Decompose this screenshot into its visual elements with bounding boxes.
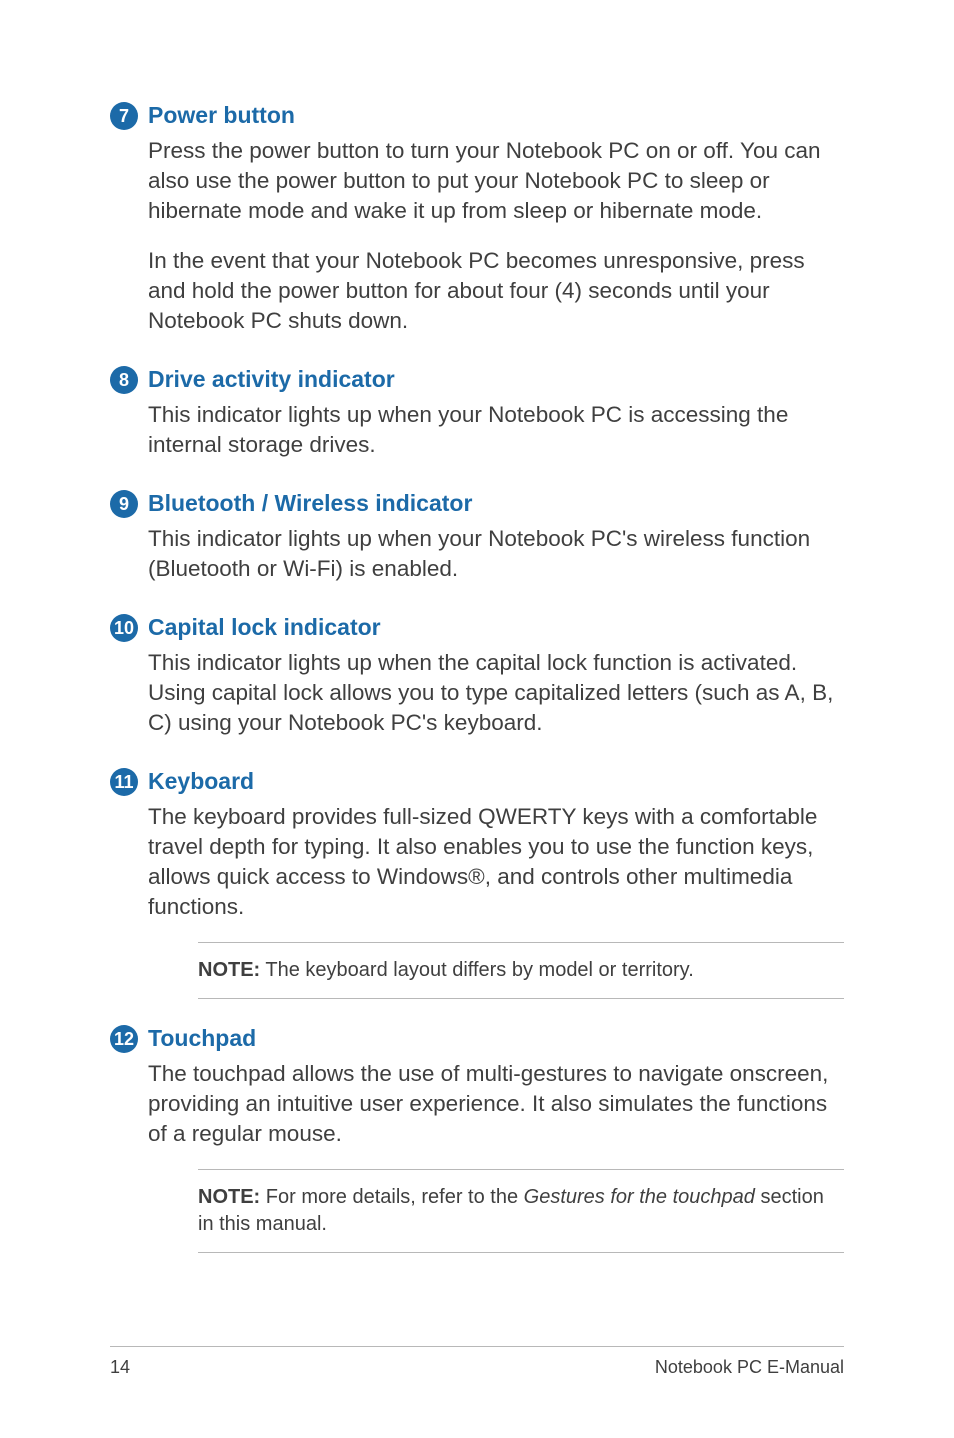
- section-body: Bluetooth / Wireless indicator This indi…: [148, 488, 844, 604]
- callout-badge-7: 7: [110, 102, 138, 130]
- section-title: Drive activity indicator: [148, 364, 844, 394]
- section-title: Capital lock indicator: [148, 612, 844, 642]
- section-body: Keyboard The keyboard provides full-size…: [148, 766, 844, 1015]
- section-body: Drive activity indicator This indicator …: [148, 364, 844, 480]
- section-paragraph: This indicator lights up when the capita…: [148, 648, 844, 738]
- section-title: Bluetooth / Wireless indicator: [148, 488, 844, 518]
- callout-badge-8: 8: [110, 366, 138, 394]
- note-text: The keyboard layout differs by model or …: [260, 959, 694, 981]
- note-label: NOTE:: [198, 959, 260, 981]
- section-title: Power button: [148, 100, 844, 130]
- section-power-button: 7 Power button Press the power button to…: [110, 100, 844, 356]
- section-title: Touchpad: [148, 1023, 844, 1053]
- section-paragraph: In the event that your Notebook PC becom…: [148, 246, 844, 336]
- note-text-pre: For more details, refer to the: [260, 1186, 523, 1208]
- callout-badge-11: 11: [110, 768, 138, 796]
- manual-page: 7 Power button Press the power button to…: [0, 0, 954, 1337]
- callout-badge-10: 10: [110, 614, 138, 642]
- doc-title: Notebook PC E-Manual: [655, 1357, 844, 1378]
- section-body: Power button Press the power button to t…: [148, 100, 844, 356]
- section-paragraph: The touchpad allows the use of multi-ges…: [148, 1059, 844, 1149]
- section-capital-lock: 10 Capital lock indicator This indicator…: [110, 612, 844, 758]
- section-body: Capital lock indicator This indicator li…: [148, 612, 844, 758]
- section-touchpad: 12 Touchpad The touchpad allows the use …: [110, 1023, 844, 1269]
- page-footer: 14 Notebook PC E-Manual: [110, 1346, 844, 1378]
- note-label: NOTE:: [198, 1186, 260, 1208]
- note-box: NOTE: For more details, refer to the Ges…: [198, 1169, 844, 1253]
- callout-badge-12: 12: [110, 1025, 138, 1053]
- section-drive-activity: 8 Drive activity indicator This indicato…: [110, 364, 844, 480]
- callout-badge-9: 9: [110, 490, 138, 518]
- page-number: 14: [110, 1357, 130, 1378]
- section-keyboard: 11 Keyboard The keyboard provides full-s…: [110, 766, 844, 1015]
- section-paragraph: Press the power button to turn your Note…: [148, 136, 844, 226]
- note-box: NOTE: The keyboard layout differs by mod…: [198, 942, 844, 999]
- section-paragraph: This indicator lights up when your Noteb…: [148, 400, 844, 460]
- section-paragraph: The keyboard provides full-sized QWERTY …: [148, 802, 844, 922]
- section-body: Touchpad The touchpad allows the use of …: [148, 1023, 844, 1269]
- note-text-italic: Gestures for the touchpad: [524, 1186, 755, 1208]
- section-bluetooth-wireless: 9 Bluetooth / Wireless indicator This in…: [110, 488, 844, 604]
- section-paragraph: This indicator lights up when your Noteb…: [148, 524, 844, 584]
- section-title: Keyboard: [148, 766, 844, 796]
